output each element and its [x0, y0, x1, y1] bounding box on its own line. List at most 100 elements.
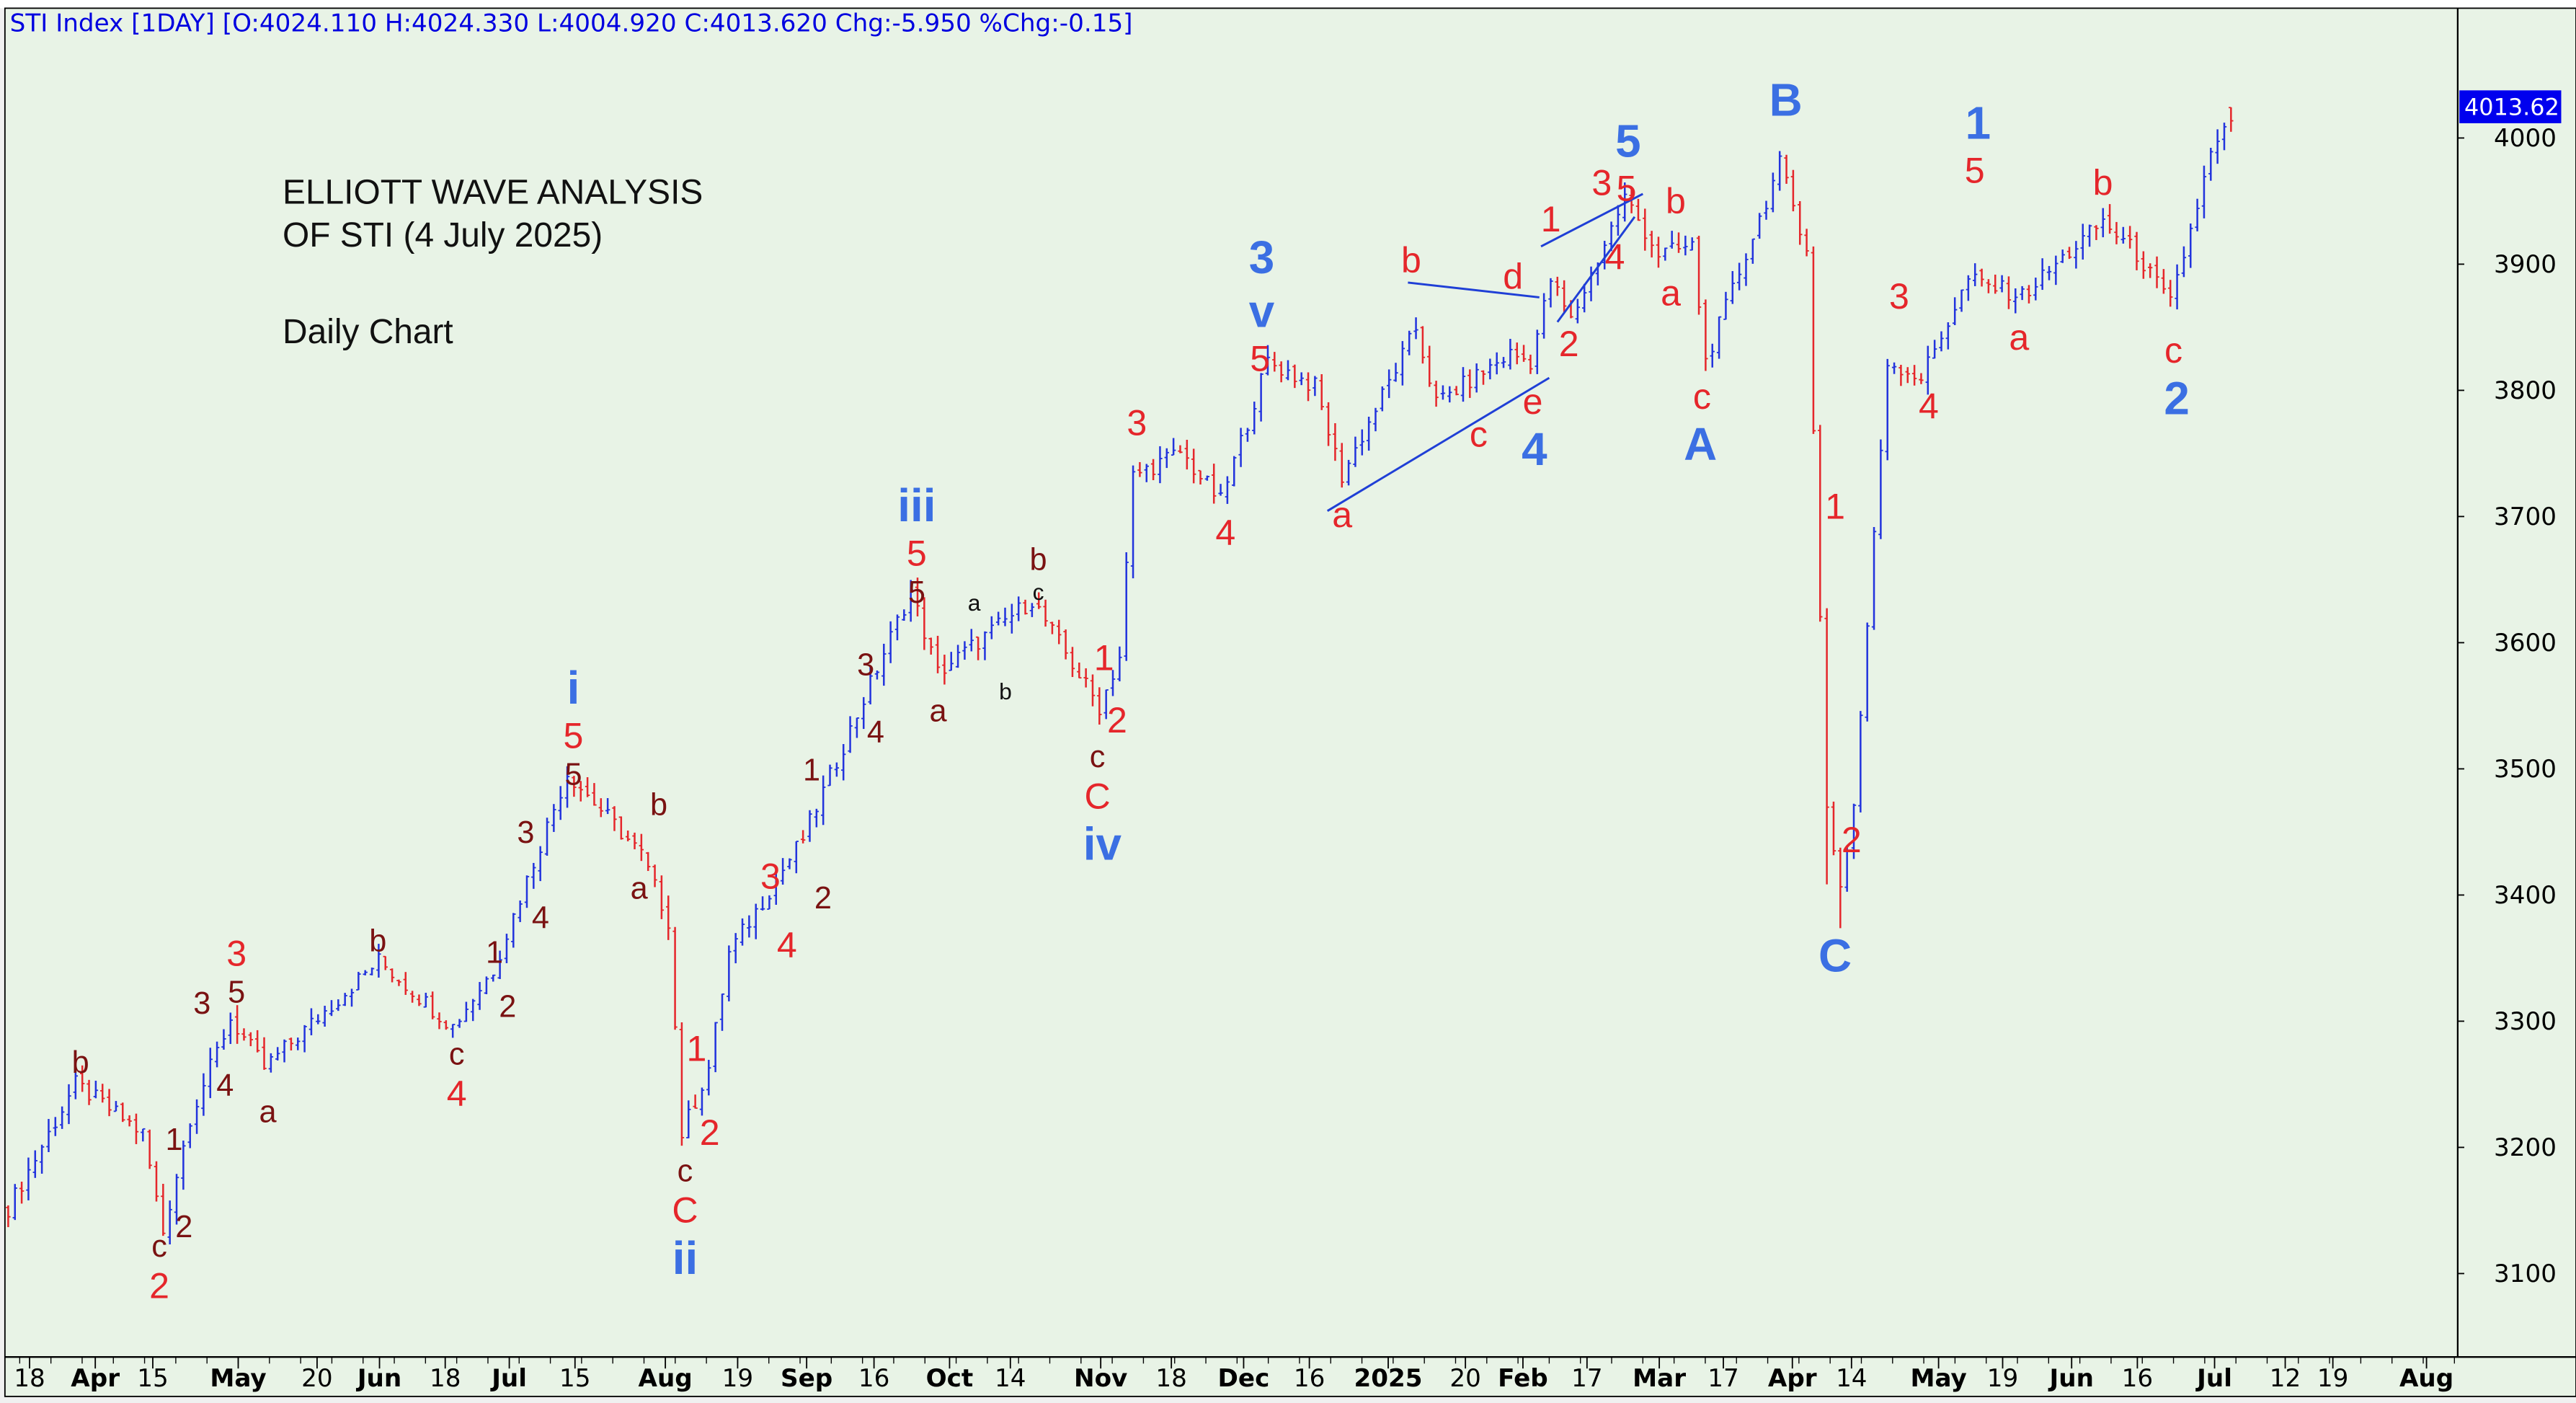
- ohlc-bar: [282, 1039, 287, 1063]
- ohlc-bar: [659, 875, 665, 919]
- ohlc-bar: [1171, 438, 1176, 456]
- ohlc-bar: [181, 1141, 186, 1190]
- ohlc-bar: [679, 1022, 685, 1146]
- time-tick-label: 18: [14, 1364, 45, 1393]
- ohlc-bar: [1319, 373, 1324, 410]
- wave-label: 3: [1591, 163, 1612, 203]
- ohlc-bar: [1265, 345, 1271, 376]
- ohlc-bar: [167, 1200, 172, 1244]
- time-axis[interactable]: 18 Apr 15 May 20 Jun 18 Jul 15 Aug 19 Sep 16 Oct 14 Nov…: [14, 1357, 2456, 1393]
- ohlc-bar: [1407, 330, 1412, 355]
- ohlc-bar: [1561, 280, 1567, 313]
- price-bars: [6, 107, 2234, 1244]
- ohlc-bar: [443, 1020, 449, 1030]
- ohlc-bar: [322, 1006, 327, 1027]
- time-tick-label: 17: [1571, 1364, 1602, 1393]
- ohlc-bar: [147, 1129, 152, 1169]
- wave-label: iv: [1083, 818, 1122, 870]
- ohlc-bar: [463, 1001, 469, 1022]
- time-tick-label: Aug: [639, 1364, 693, 1393]
- ohlc-bar: [1521, 345, 1527, 362]
- price-axis[interactable]: 4000 3900 3800 3700 3600 3500 3400 3300 3200 3100: [2457, 124, 2557, 1288]
- ohlc-bar: [1117, 646, 1122, 682]
- ohlc-bar: [1663, 247, 1668, 261]
- wave-label: b: [1666, 181, 1686, 221]
- trendline[interactable]: [1540, 192, 1644, 248]
- ohlc-bar: [1333, 423, 1338, 461]
- ohlc-bar: [827, 764, 832, 787]
- ohlc-bar: [989, 616, 994, 639]
- ohlc-bar: [868, 665, 873, 704]
- ohlc-bar: [1602, 240, 1607, 270]
- ohlc-bar: [1919, 373, 1924, 384]
- wave-label: v: [1249, 285, 1275, 337]
- trendline[interactable]: [1556, 216, 1636, 323]
- ohlc-bar: [1764, 200, 1769, 220]
- wave-label: 2: [149, 1266, 169, 1306]
- ohlc-bar: [457, 1019, 462, 1028]
- ohlc-bar: [2094, 225, 2099, 240]
- price-tick-label: 3800: [2494, 376, 2557, 405]
- ohlc-bar: [154, 1161, 159, 1202]
- ohlc-bar: [2040, 258, 2045, 291]
- ohlc-bar: [524, 875, 530, 908]
- ohlc-bar: [807, 810, 812, 842]
- analysis-title-line2: OF STI (4 July 2025): [283, 216, 603, 255]
- ohlc-bar: [2127, 226, 2133, 249]
- ohlc-bar: [841, 744, 846, 781]
- trendline[interactable]: [1408, 281, 1540, 298]
- wave-label: 4: [216, 1068, 234, 1103]
- ohlc-bar: [531, 862, 536, 889]
- ohlc-bar: [1871, 527, 1877, 630]
- wave-label: 5: [1615, 115, 1640, 167]
- wave-label: 3: [193, 986, 210, 1021]
- time-tick-label: Oct: [926, 1364, 974, 1393]
- ohlc-bar: [187, 1123, 192, 1148]
- ohlc-bar: [969, 629, 974, 652]
- ohlc-bar: [1427, 345, 1432, 387]
- wave-label: 3: [517, 815, 534, 850]
- ohlc-bar: [1212, 464, 1217, 504]
- wave-label: a: [2009, 317, 2029, 358]
- ohlc-bar: [491, 974, 496, 982]
- ohlc-bar: [356, 971, 361, 991]
- time-tick-label: May: [1910, 1364, 1966, 1393]
- time-tick-label: 20: [1449, 1364, 1480, 1393]
- wave-label: 5: [1250, 339, 1270, 379]
- ohlc-bar: [618, 816, 624, 840]
- ohlc-bar: [2074, 241, 2079, 269]
- ohlc-bar: [1110, 670, 1116, 696]
- ohlc-bar: [1083, 668, 1088, 688]
- time-tick-label: Jun: [2048, 1364, 2094, 1393]
- ohlc-bar: [275, 1047, 280, 1061]
- ohlc-bar: [1144, 464, 1149, 482]
- ohlc-bar: [430, 991, 435, 1019]
- ohlc-bar: [254, 1030, 260, 1053]
- ohlc-bar: [1575, 298, 1581, 324]
- ohlc-bar: [2181, 246, 2187, 278]
- ohlc-bar: [1959, 289, 1964, 312]
- wave-label: 5: [1617, 169, 1637, 209]
- ohlc-bar: [1029, 603, 1035, 617]
- time-tick-label: Apr: [1768, 1364, 1817, 1393]
- ohlc-bar: [1986, 279, 1991, 293]
- time-tick-label: Dec: [1218, 1364, 1270, 1393]
- wave-label: a: [631, 871, 649, 906]
- ohlc-bar: [1851, 803, 1857, 859]
- ohlc-bar: [1184, 439, 1190, 470]
- ohlc-bar: [1440, 385, 1446, 400]
- wave-label: a: [1332, 495, 1352, 535]
- time-tick-label: 16: [2122, 1364, 2153, 1393]
- ohlc-bar: [1891, 362, 1897, 374]
- ohlc-bar: [1798, 201, 1803, 245]
- wave-label: 2: [499, 990, 516, 1024]
- wave-label: a: [1661, 273, 1681, 313]
- trendline[interactable]: [1326, 376, 1550, 512]
- ohlc-bar: [1009, 603, 1015, 634]
- ohlc-bar: [1723, 291, 1728, 320]
- ohlc-bar: [1285, 360, 1291, 381]
- ohlc-bar: [409, 991, 415, 1003]
- plot-area[interactable]: [4, 7, 2576, 1397]
- wave-label: b: [72, 1045, 89, 1080]
- ohlc-bar: [672, 926, 678, 1030]
